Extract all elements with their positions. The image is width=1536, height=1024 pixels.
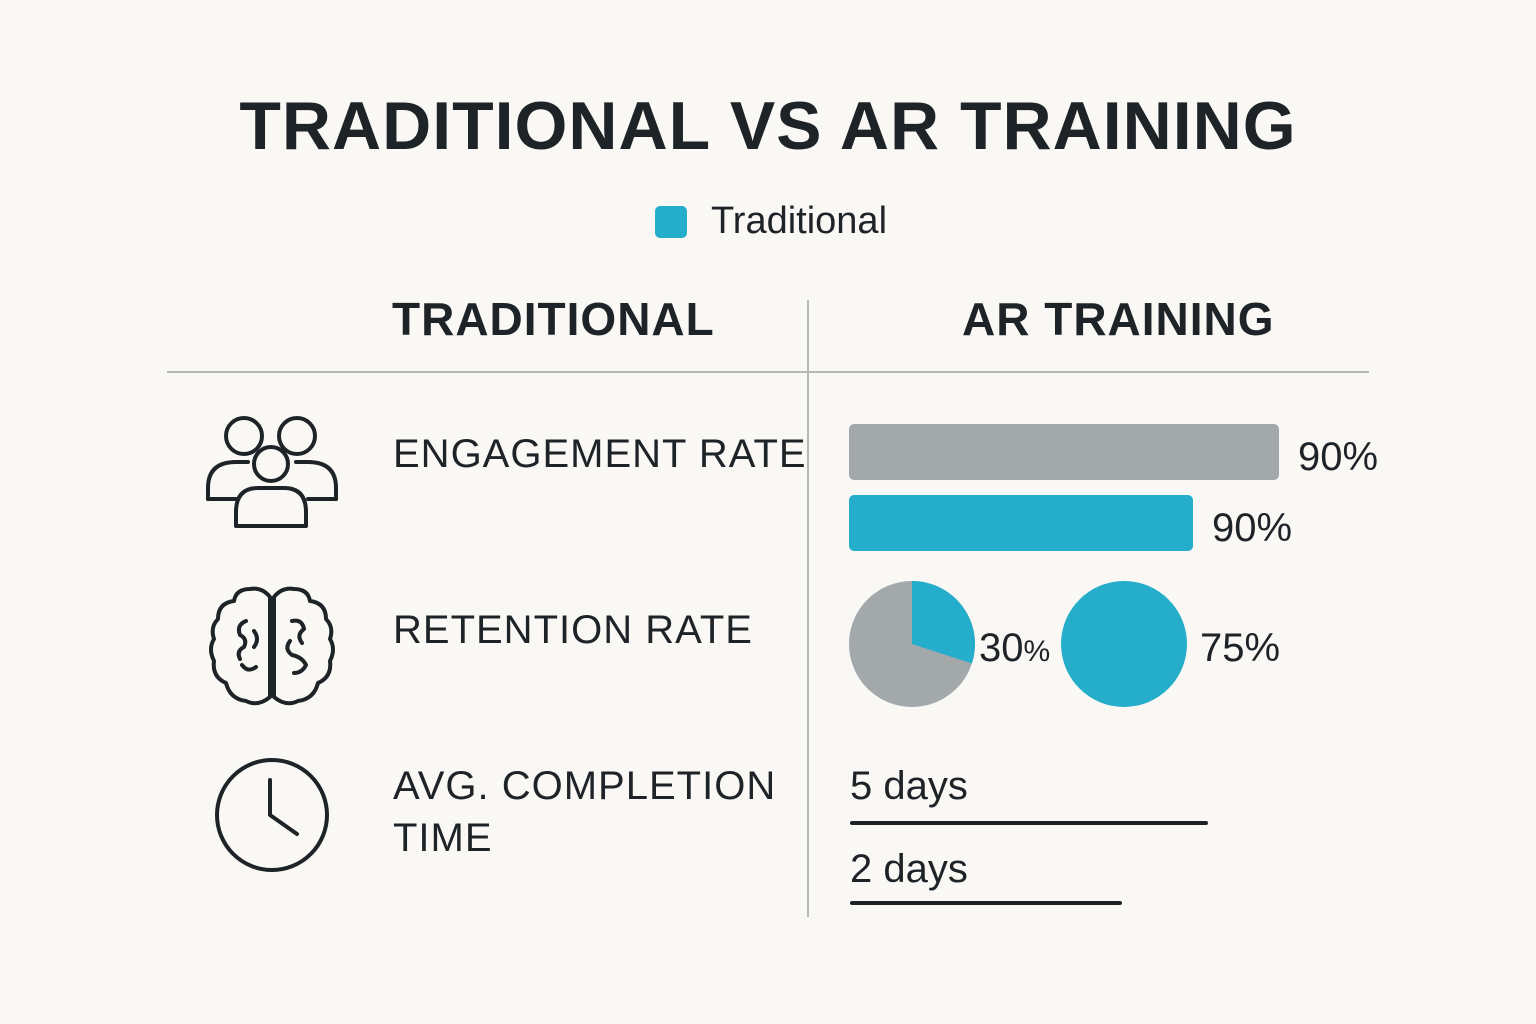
completion-line-traditional: [850, 821, 1208, 825]
retention-pie-traditional: [849, 581, 975, 707]
column-header-ar-training: AR TRAINING: [962, 293, 1275, 345]
header-divider: [167, 371, 1369, 373]
completion-value-traditional: 5 days: [850, 764, 968, 808]
legend-swatch-traditional: [655, 205, 687, 238]
completion-value-ar: 2 days: [850, 847, 968, 891]
engagement-bar-ar: [849, 495, 1193, 551]
people-icon: [206, 416, 338, 528]
column-divider: [807, 300, 809, 917]
retention-value-traditional-number: 30: [979, 626, 1024, 670]
column-header-traditional: TRADITIONAL: [392, 293, 715, 345]
engagement-bar-traditional: [849, 424, 1279, 480]
pie-slice-rest: [1061, 581, 1187, 707]
retention-value-ar: 75%: [1200, 626, 1281, 670]
brain-icon: [209, 586, 335, 706]
retention-value-traditional-unit: %: [1023, 635, 1051, 668]
engagement-value-ar: 90%: [1212, 506, 1293, 550]
metric-label-retention: RETENTION RATE: [393, 608, 753, 652]
completion-line-ar: [850, 901, 1122, 905]
engagement-value-traditional: 90%: [1298, 435, 1379, 479]
pie-slice-value: [912, 581, 975, 664]
metric-label-completion-time: AVG. COMPLETION TIME: [393, 764, 777, 860]
chart-title: TRADITIONAL VS AR TRAINING: [239, 88, 1297, 164]
legend: Traditional: [655, 200, 887, 243]
retention-pie-ar: [1061, 581, 1187, 707]
metric-label-engagement: ENGAGEMENT RATE: [393, 432, 807, 476]
retention-value-traditional: 30%: [979, 628, 1050, 668]
legend-label-traditional: Traditional: [711, 200, 888, 242]
clock-icon: [215, 758, 329, 872]
